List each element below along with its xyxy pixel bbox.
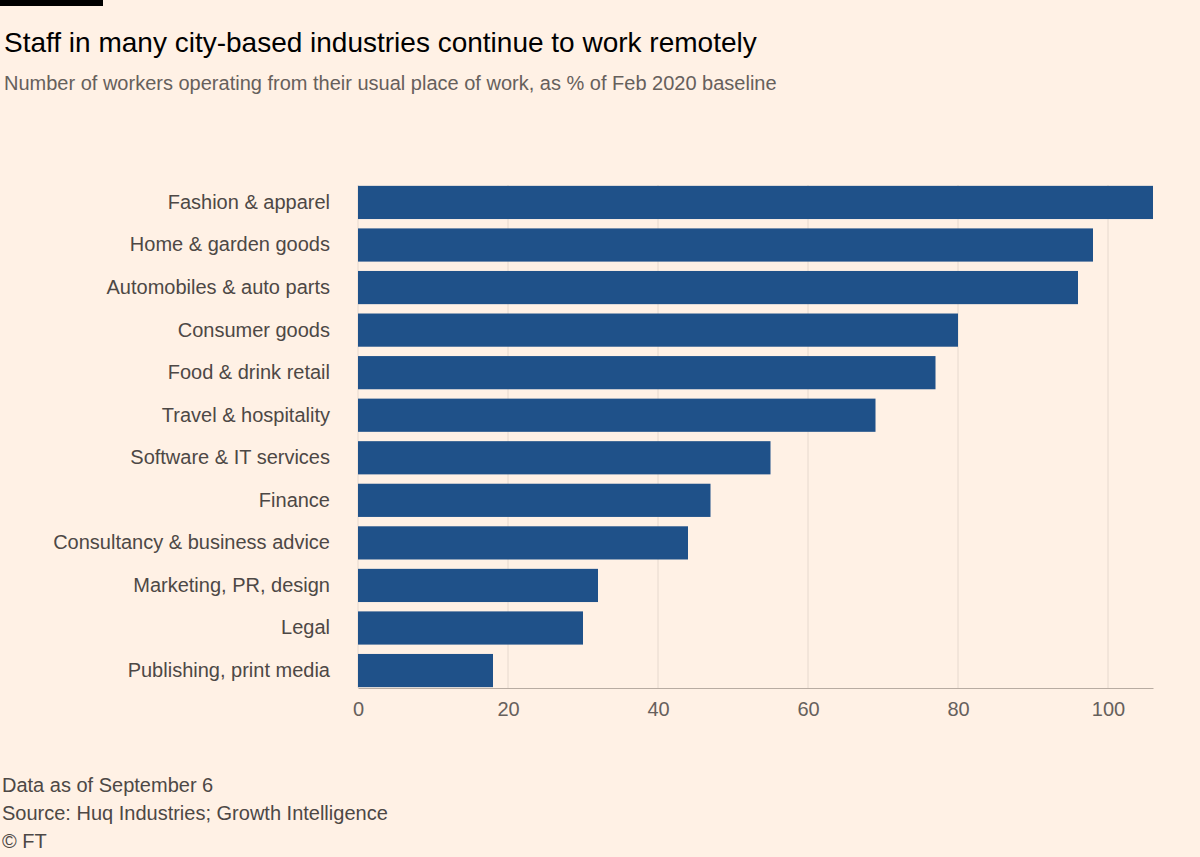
- bar: [358, 654, 493, 687]
- x-tick: 60: [797, 688, 819, 720]
- x-tick: 100: [1092, 688, 1125, 720]
- bar: [358, 314, 958, 347]
- y-tick-label: Marketing, PR, design: [133, 574, 330, 596]
- x-axis-line: [359, 688, 1154, 689]
- top-rule: [0, 0, 103, 6]
- bars: [358, 186, 1153, 687]
- y-tick-label: Travel & hospitality: [162, 404, 330, 426]
- y-tick-label: Consultancy & business advice: [53, 531, 330, 553]
- y-tick-label: Food & drink retail: [168, 361, 330, 383]
- x-tick: 80: [947, 688, 969, 720]
- bar: [358, 569, 598, 602]
- y-tick: Consumer goods: [178, 319, 358, 341]
- title: Staff in many city-based industries cont…: [4, 27, 757, 58]
- bar: [358, 611, 583, 644]
- x-tick: 40: [647, 688, 669, 720]
- y-tick: Legal: [281, 616, 358, 638]
- y-tick-label: Consumer goods: [178, 319, 330, 341]
- x-tick-label: 80: [947, 698, 969, 720]
- subtitle: Number of workers operating from their u…: [4, 72, 777, 94]
- x-tick: 0: [353, 688, 364, 720]
- y-tick: Food & drink retail: [168, 361, 358, 383]
- bar: [358, 186, 1153, 219]
- y-tick: Home & garden goods: [130, 233, 358, 255]
- x-tick-label: 0: [353, 698, 364, 720]
- y-tick-label: Finance: [259, 489, 330, 511]
- y-tick: Fashion & apparel: [168, 191, 358, 213]
- y-tick: Finance: [259, 489, 358, 511]
- grid: [358, 185, 1108, 688]
- y-tick: Marketing, PR, design: [133, 574, 358, 596]
- chart: Staff in many city-based industries cont…: [0, 0, 1200, 857]
- y-tick: Publishing, print media: [128, 659, 358, 681]
- y-tick-label: Software & IT services: [130, 446, 330, 468]
- x-tick-label: 60: [797, 698, 819, 720]
- bar: [358, 356, 936, 389]
- annotation: Data as of September 6: [2, 774, 213, 796]
- annotation: © FT: [2, 830, 47, 852]
- bar: [358, 484, 711, 517]
- y-tick-label: Home & garden goods: [130, 233, 330, 255]
- background: [0, 0, 1200, 857]
- y-tick-label: Automobiles & auto parts: [107, 276, 330, 298]
- x-tick-label: 40: [647, 698, 669, 720]
- x-tick: 20: [497, 688, 519, 720]
- bar: [358, 228, 1093, 261]
- annotation: Source: Huq Industries; Growth Intellige…: [2, 802, 388, 824]
- bar: [358, 441, 771, 474]
- bar: [358, 399, 876, 432]
- y-tick: Automobiles & auto parts: [107, 276, 358, 298]
- y-tick-label: Publishing, print media: [128, 659, 331, 681]
- bar: [358, 271, 1078, 304]
- y-tick: Consultancy & business advice: [53, 531, 358, 553]
- y-tick: Travel & hospitality: [162, 404, 358, 426]
- y-tick-label: Legal: [281, 616, 330, 638]
- y-tick: Software & IT services: [130, 446, 358, 468]
- x-axis: 0 20 40 60 80 100: [353, 688, 1154, 720]
- grid-line: [1108, 185, 1109, 688]
- x-tick-label: 100: [1092, 698, 1125, 720]
- y-axis: Fashion & apparel Home & garden goods Auto…: [53, 191, 358, 681]
- y-tick-label: Fashion & apparel: [168, 191, 330, 213]
- x-tick-label: 20: [497, 698, 519, 720]
- bar: [358, 526, 688, 559]
